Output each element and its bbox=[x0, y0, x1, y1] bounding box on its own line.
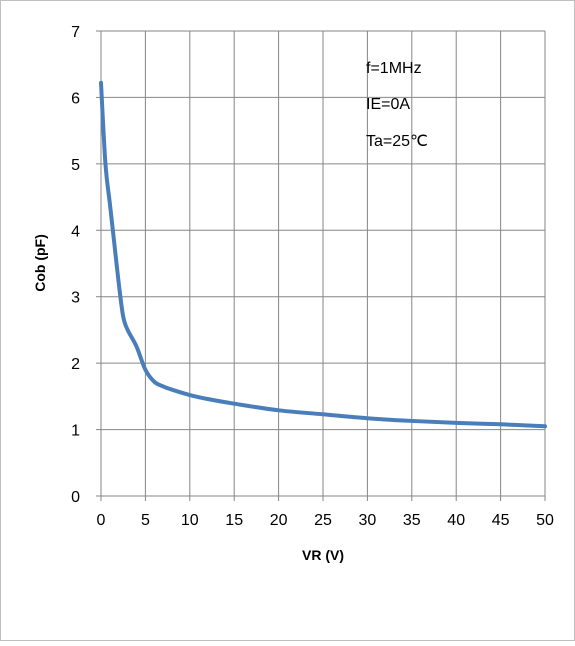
x-tick-label: 25 bbox=[314, 512, 332, 529]
x-tick-label: 5 bbox=[141, 512, 150, 529]
cob-series-line bbox=[99, 80, 547, 429]
x-tick-label: 45 bbox=[492, 512, 510, 529]
x-tick-label: 50 bbox=[536, 512, 554, 529]
y-tick-label: 7 bbox=[71, 24, 80, 41]
x-axis-title: VR (V) bbox=[302, 547, 344, 563]
x-tick-label: 20 bbox=[270, 512, 288, 529]
x-tick-label: 10 bbox=[181, 512, 199, 529]
y-tick-label: 3 bbox=[71, 290, 80, 307]
x-tick-label: 0 bbox=[97, 512, 106, 529]
y-tick-label: 2 bbox=[71, 356, 80, 373]
annotation-frequency: f=1MHz bbox=[366, 60, 422, 77]
x-tick-label: 35 bbox=[403, 512, 421, 529]
x-tick-label: 15 bbox=[225, 512, 243, 529]
y-tick-label: 6 bbox=[71, 90, 80, 107]
x-tick-label: 30 bbox=[359, 512, 377, 529]
y-tick-label: 5 bbox=[71, 157, 80, 174]
annotation-ambient-temperature: Ta=25℃ bbox=[366, 133, 428, 150]
annotation-emitter-current: IE=0A bbox=[366, 96, 410, 113]
y-tick-label: 1 bbox=[71, 423, 80, 440]
y-tick-label: 4 bbox=[71, 223, 80, 240]
x-tick-label: 40 bbox=[447, 512, 465, 529]
series-layer bbox=[99, 80, 547, 429]
y-tick-label: 0 bbox=[71, 489, 80, 506]
gridlines bbox=[101, 30, 546, 496]
y-axis-title: Cob (pF) bbox=[32, 234, 48, 292]
